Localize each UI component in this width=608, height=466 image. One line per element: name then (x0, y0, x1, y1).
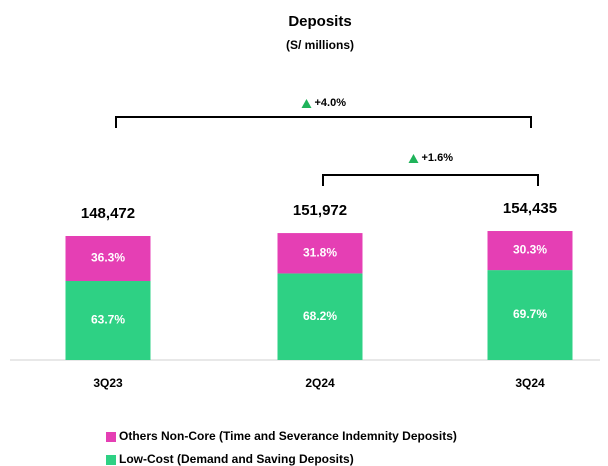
bar-segment (65, 236, 151, 282)
bar-segment (65, 281, 151, 360)
annotation: +4.0% (315, 97, 347, 109)
x-tick-label: 2Q24 (305, 376, 335, 390)
chart-subtitle: (S/ millions) (286, 38, 354, 52)
legend-swatch (106, 455, 116, 465)
up-triangle (408, 154, 419, 163)
x-tick-label: 3Q23 (93, 376, 123, 390)
value-label: 30.3% (513, 243, 547, 257)
value-label: 68.2% (303, 309, 337, 323)
bracket (322, 174, 539, 186)
value-label: 69.7% (513, 307, 547, 321)
total-label: 148,472 (81, 205, 135, 222)
up-triangle (301, 99, 312, 108)
legend-label: Others Non-Core (Time and Severance Inde… (119, 429, 457, 443)
legend-swatch (106, 432, 116, 442)
bar-segment (277, 233, 363, 274)
total-label: 151,972 (293, 202, 347, 219)
bar-segment (277, 273, 363, 360)
bar-segment (487, 270, 573, 360)
total-label: 154,435 (503, 200, 557, 217)
value-label: 63.7% (91, 313, 125, 327)
x-tick-label: 3Q24 (515, 376, 545, 390)
annotation: +1.6% (422, 152, 454, 164)
bar-segment (487, 231, 573, 271)
value-label: 36.3% (91, 251, 125, 265)
bracket (115, 116, 532, 128)
chart-title: Deposits (288, 13, 351, 30)
legend-label: Low-Cost (Demand and Saving Deposits) (119, 452, 354, 466)
value-label: 31.8% (303, 245, 337, 259)
